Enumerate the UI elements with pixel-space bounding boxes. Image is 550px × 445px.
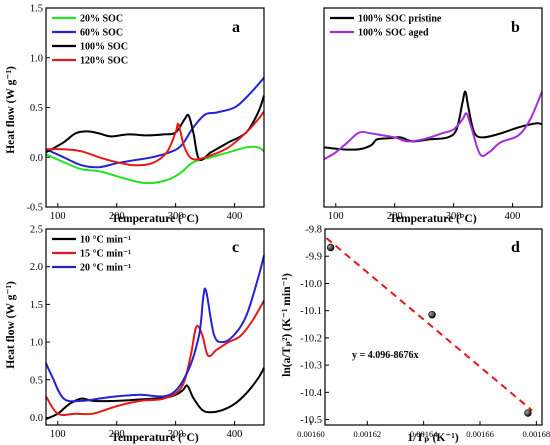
- panel-c-legend-label: 15 °C min⁻¹: [80, 249, 131, 260]
- panel-c-letter: c: [232, 239, 239, 256]
- panel-a-ytick-label: 0.5: [30, 103, 43, 114]
- panel-b-xticks: 100 200 300 400: [328, 203, 521, 222]
- panel-c-xtick-label: 300: [168, 429, 184, 440]
- panel-c: Heat flow (W g⁻¹) 0.0 0.5 1.0 1.5 2.0 2.5 100…: [5, 225, 265, 444]
- panel-a-legend-label: 120% SOC: [80, 56, 128, 67]
- panel-a-lines: [45, 77, 265, 185]
- panel-c-ytick-label: 2.0: [30, 262, 43, 273]
- panel-c-series-line: [45, 367, 265, 420]
- panel-a-xtick-label: 300: [168, 211, 184, 222]
- panel-d-ylabel: ln(a/Tₚ²) (K⁻¹ min⁻¹): [281, 273, 293, 377]
- panel-c-xticks: 100 200 300 400: [50, 421, 243, 440]
- panel-c-ytick-label: 2.5: [30, 225, 43, 236]
- panel-b-series-line: [323, 91, 543, 161]
- panel-b-letter: b: [511, 19, 520, 36]
- panel-d-xtick-label: 0.00162: [353, 429, 381, 439]
- panel-a-xtick-label: 100: [50, 211, 66, 222]
- panel-d-fit-label: y = 4.096-8676x: [352, 350, 419, 361]
- panel-b-xtick-label: 200: [387, 211, 403, 222]
- panel-a-ytick-label: 1.0: [30, 53, 43, 64]
- panel-d-data-point: [524, 409, 532, 417]
- panel-b-legend-label: 100% SOC aged: [358, 28, 429, 39]
- panel-c-series-line: [45, 255, 265, 403]
- panel-d-ytick-label: -10.5: [300, 415, 322, 426]
- panel-a-ytick-label: 1.5: [30, 4, 43, 15]
- panel-b-legend: 100% SOC pristine 100% SOC aged: [330, 14, 442, 39]
- panel-a-xticks: 100 200 300 400: [50, 203, 243, 222]
- panel-a-legend-label: 100% SOC: [80, 42, 128, 53]
- panel-a-ytick-label: 0.0: [30, 153, 43, 164]
- panel-b-lines: [323, 90, 543, 161]
- panel-b-series-line: [323, 90, 543, 151]
- panel-d-xlabel: 1/Tₚ (K⁻¹): [407, 432, 459, 444]
- panel-d: ln(a/Tₚ²) (K⁻¹ min⁻¹) -9.8 -9.9 -10.0 -10.1…: [281, 225, 550, 445]
- panel-a-letter: a: [232, 19, 240, 36]
- panel-a-series-line: [45, 77, 265, 169]
- panel-d-xtick-label: 0.00166: [466, 429, 494, 439]
- panel-b-xtick-label: 300: [446, 211, 462, 222]
- panel-d-frame: [324, 228, 543, 426]
- panel-d-data-point: [326, 243, 335, 252]
- panel-d-xtick-label: 0.00160: [297, 429, 325, 439]
- panel-c-ytick-label: 0.0: [30, 413, 43, 424]
- panel-c-ytick-label: 0.5: [30, 375, 43, 386]
- panel-a-frame: [45, 7, 265, 208]
- panel-a-series-line: [45, 110, 265, 167]
- panel-c-legend: 10 °C min⁻¹ 15 °C min⁻¹ 20 °C min⁻¹: [52, 235, 131, 274]
- panel-c-frame: [45, 228, 265, 426]
- panel-c-legend-label: 10 °C min⁻¹: [80, 235, 131, 246]
- panel-c-series-line: [45, 300, 265, 416]
- panel-a: Heat flow (W g⁻¹) -0.5 0.0 0.5 1.0 1.5 100 20…: [5, 4, 265, 225]
- panel-b-xtick-label: 100: [328, 211, 344, 222]
- panel-d-points: [326, 243, 532, 417]
- panel-d-xtick-label: 0.00168: [523, 429, 550, 439]
- panel-c-ytick-label: 1.5: [30, 300, 43, 311]
- panel-c-ytick-label: 1.0: [30, 338, 43, 349]
- panel-d-ytick-label: -9.9: [305, 252, 322, 263]
- panel-b: 100 200 300 400 100% SOC pristine 100% SOC a…: [323, 7, 543, 225]
- panel-a-legend: 20% SOC 60% SOC 100% SOC 120% SOC: [52, 14, 128, 67]
- panel-b-xlabel: Temperature (°C): [389, 213, 476, 225]
- panel-d-fit: [325, 237, 533, 412]
- panel-d-letter: d: [511, 239, 520, 256]
- panel-d-ytick-label: -10.1: [300, 306, 322, 317]
- panel-d-xticks: 0.00160 0.00162 0.00164 0.00166 0.00168: [297, 421, 550, 439]
- panel-a-xtick-label: 400: [227, 211, 243, 222]
- panel-b-legend-label: 100% SOC pristine: [358, 14, 442, 25]
- panel-c-xlabel: Temperature (°C): [111, 432, 198, 444]
- panel-a-series-line: [45, 145, 265, 185]
- panel-c-legend-label: 20 °C min⁻¹: [80, 263, 131, 274]
- panel-c-yticks: 0.0 0.5 1.0 1.5 2.0 2.5: [30, 225, 50, 424]
- panel-c-xtick-label: 100: [50, 429, 66, 440]
- panel-d-ytick-label: -10.4: [300, 388, 323, 399]
- panel-b-xtick-label: 400: [505, 211, 521, 222]
- panel-d-xtick-label: 0.00164: [410, 429, 438, 439]
- panel-d-ytick-label: -10.0: [300, 279, 322, 290]
- panel-a-legend-label: 20% SOC: [80, 14, 123, 25]
- panel-c-lines: [45, 255, 265, 420]
- panel-d-ytick-label: -9.8: [305, 225, 322, 236]
- panel-c-xtick-label: 200: [109, 429, 125, 440]
- panel-a-xtick-label: 200: [109, 211, 125, 222]
- panel-d-ytick-label: -10.3: [300, 361, 322, 372]
- panel-a-xlabel: Temperature (°C): [111, 213, 198, 225]
- panel-b-frame: [323, 7, 543, 208]
- panel-c-ylabel: Heat flow (W g⁻¹): [5, 281, 17, 369]
- panel-d-fit-line: [325, 237, 533, 412]
- panel-d-data-point: [428, 311, 436, 319]
- panel-a-ylabel: Heat flow (W g⁻¹): [5, 66, 17, 154]
- panel-d-yticks: -9.8 -9.9 -10.0 -10.1 -10.2 -10.3 -10.4 -10.5: [300, 225, 329, 426]
- panel-c-xtick-label: 400: [227, 429, 243, 440]
- panel-d-ytick-label: -10.2: [300, 333, 322, 344]
- panel-a-ytick-label: -0.5: [26, 203, 43, 214]
- panel-a-legend-label: 60% SOC: [80, 28, 123, 39]
